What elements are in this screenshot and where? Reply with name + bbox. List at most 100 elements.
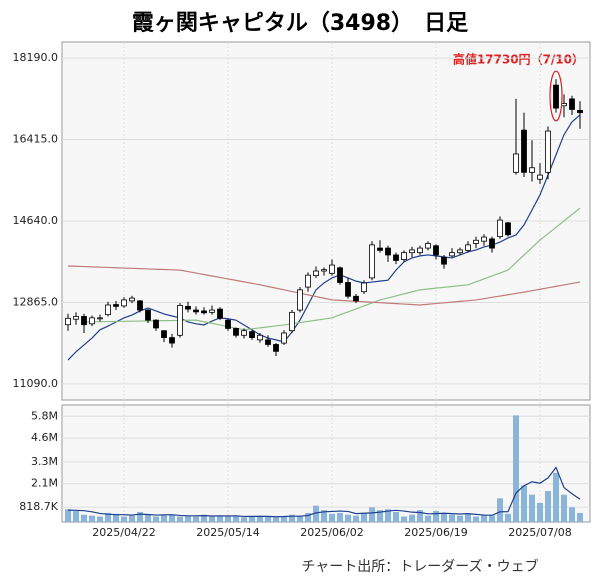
volume-bar	[153, 516, 159, 522]
y-tick-label: 16415.0	[13, 133, 59, 146]
candle-body	[337, 267, 343, 283]
volume-bar	[537, 502, 543, 522]
volume-bar	[377, 510, 383, 522]
volume-bar	[577, 512, 583, 522]
volume-bar	[265, 516, 271, 522]
candle-body	[145, 309, 151, 321]
volume-bar	[521, 485, 527, 522]
candle-body	[73, 316, 79, 320]
annotation: 高値17730円（7/10）	[453, 52, 584, 67]
volume-bar	[329, 513, 335, 522]
candle-body	[321, 269, 327, 272]
candle-body	[121, 299, 127, 307]
volume-bar	[417, 510, 423, 522]
candle-body	[129, 297, 135, 302]
volume-bar	[233, 515, 239, 522]
highlight-ring	[549, 70, 563, 122]
volume-bar	[489, 515, 495, 522]
volume-bar	[145, 514, 151, 522]
volume-bar	[81, 514, 87, 522]
y-tick-label: 11090.0	[13, 377, 59, 390]
candle-body	[521, 129, 527, 173]
volume-bar	[137, 511, 143, 522]
volume-bar	[545, 491, 551, 522]
candle-body	[161, 330, 167, 338]
candle-body	[513, 153, 519, 173]
candle-body	[553, 84, 559, 109]
volume-bar	[353, 515, 359, 522]
volume-bar	[553, 472, 559, 522]
volume-bar	[217, 515, 223, 522]
volume-bar	[385, 509, 391, 522]
volume-bar	[281, 516, 287, 522]
volume-bar	[369, 507, 375, 522]
candle-body	[329, 264, 335, 274]
candle-body	[193, 309, 199, 313]
volume-tick-label: 818.7K	[19, 500, 58, 513]
candle-body	[449, 252, 455, 257]
volume-bar	[305, 512, 311, 522]
volume-bar	[449, 514, 455, 522]
volume-bar	[473, 516, 479, 522]
volume-bar	[393, 511, 399, 522]
volume-bar	[289, 514, 295, 522]
volume-bar	[273, 517, 279, 522]
candle-body	[481, 236, 487, 242]
candle-body	[569, 98, 575, 110]
candle-body	[281, 332, 287, 344]
volume-bar	[89, 515, 95, 522]
volume-bar	[105, 512, 111, 522]
volume-bar	[569, 507, 575, 522]
volume-bar	[257, 515, 263, 522]
candle-body	[65, 317, 71, 326]
volume-bar	[401, 516, 407, 522]
volume-bar	[513, 415, 519, 522]
volume-tick-label: 2.1M	[31, 477, 58, 490]
candle-body	[153, 319, 159, 329]
candle-body	[233, 327, 239, 336]
volume-bar	[497, 498, 503, 522]
candle-body	[177, 305, 183, 336]
volume-bar	[121, 516, 127, 522]
ma-line	[83, 207, 581, 331]
candle-body	[185, 305, 191, 310]
candle-body	[105, 304, 111, 316]
candle-body	[393, 254, 399, 261]
candle-body	[257, 334, 263, 341]
candle-body	[289, 311, 295, 332]
x-tick-label: 2025/06/02	[300, 526, 363, 539]
volume-bar	[313, 505, 319, 522]
candle-body	[249, 331, 255, 338]
candle-body	[361, 282, 367, 293]
candle-body	[545, 130, 551, 173]
y-tick-label: 18190.0	[13, 51, 59, 64]
volume-bar	[169, 514, 175, 522]
volume-bar	[337, 512, 343, 522]
candle-body	[417, 247, 423, 254]
candle-body	[209, 309, 215, 313]
candle-body	[489, 238, 495, 249]
volume-bar	[97, 516, 103, 522]
volume-bar	[249, 516, 255, 522]
x-tick-label: 2025/06/19	[404, 526, 467, 539]
candle-body	[441, 256, 447, 265]
volume-bar	[561, 494, 567, 522]
candle-body	[137, 300, 143, 311]
volume-bar	[425, 515, 431, 522]
candle-body	[265, 339, 271, 345]
volume-bar	[161, 515, 167, 522]
volume-bar	[481, 514, 487, 522]
candle-body	[113, 304, 119, 307]
candle-body	[529, 167, 535, 173]
candle-body	[201, 310, 207, 314]
candle-body	[345, 282, 351, 297]
volume-bar	[177, 516, 183, 522]
volume-bar	[65, 509, 71, 522]
candle-body	[97, 317, 103, 320]
candle-body	[401, 252, 407, 260]
candle-body	[497, 219, 503, 238]
candle-body	[577, 109, 583, 114]
volume-bar	[361, 512, 367, 522]
volume-ma-line	[67, 466, 581, 518]
